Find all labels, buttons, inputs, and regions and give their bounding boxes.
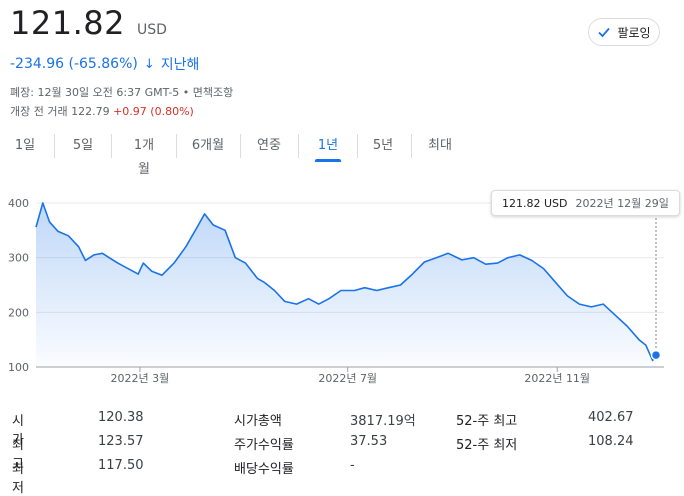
tab-5d[interactable]: 5일 — [72, 138, 94, 153]
change-period: 지난해 — [160, 57, 200, 73]
price-chart[interactable]: 400 300 200 100 2022년 3월 2022년 7월 2022년 11월 — [0, 185, 684, 390]
chart-tooltip: 121.82 USD 2022년 12월 29일 — [491, 190, 680, 216]
follow-button[interactable]: 팔로잉 — [588, 18, 660, 46]
close-info: 폐장: 12월 30일 오전 6:37 GMT-5 — [10, 86, 180, 99]
tab-1d[interactable]: 1일 — [14, 138, 36, 153]
premarket-change: +0.97 (0.80%) — [113, 105, 194, 118]
follow-button-label: 팔로잉 — [617, 25, 651, 40]
price-line — [35, 202, 657, 362]
tooltip-date: 2022년 12월 29일 — [575, 197, 669, 210]
price-area — [36, 203, 656, 367]
tab-1y[interactable]: 1년 — [315, 134, 341, 162]
price-change: -234.96 (-65.86%) ↓ 지난해 — [10, 54, 199, 74]
premarket-price: 개장 전 거래 122.79 — [10, 105, 110, 118]
y-tick-label: 300 — [8, 252, 29, 265]
tooltip-value: 121.82 USD — [502, 196, 568, 210]
x-tick-label: 2022년 11월 — [524, 372, 590, 385]
tab-1m[interactable]: 1개월 — [133, 138, 155, 177]
change-value: -234.96 (-65.86%) — [10, 56, 138, 72]
quote-header: 121.82 USD — [10, 4, 167, 42]
x-tick-label: 2022년 7월 — [318, 372, 377, 385]
y-tick-label: 100 — [8, 361, 29, 374]
y-tick-label: 200 — [8, 306, 29, 319]
current-point-marker — [650, 349, 662, 361]
tab-6m[interactable]: 6개월 — [191, 138, 225, 153]
tab-5y[interactable]: 5년 — [372, 138, 394, 153]
tab-max[interactable]: 최대 — [428, 138, 452, 153]
y-tick-label: 400 — [8, 197, 29, 210]
tab-ytd[interactable]: 연중 — [257, 138, 281, 153]
check-icon — [598, 27, 611, 38]
range-tabs: 1일 5일 1개월 6개월 연중 1년 5년 최대 — [0, 134, 453, 177]
disclaimer-link[interactable]: 면책조항 — [192, 86, 234, 99]
close-info-row: 폐장: 12월 30일 오전 6:37 GMT-5 • 면책조항 — [10, 86, 234, 99]
arrow-down-icon: ↓ — [143, 56, 155, 72]
x-tick-label: 2022년 3월 — [111, 372, 170, 385]
premarket-row: 개장 전 거래 122.79 +0.97 (0.80%) — [10, 103, 194, 119]
currency-label: USD — [136, 22, 167, 38]
price-chart-svg: 400 300 200 100 2022년 3월 2022년 7월 2022년 11월 — [8, 197, 664, 385]
current-price: 121.82 — [10, 4, 125, 42]
